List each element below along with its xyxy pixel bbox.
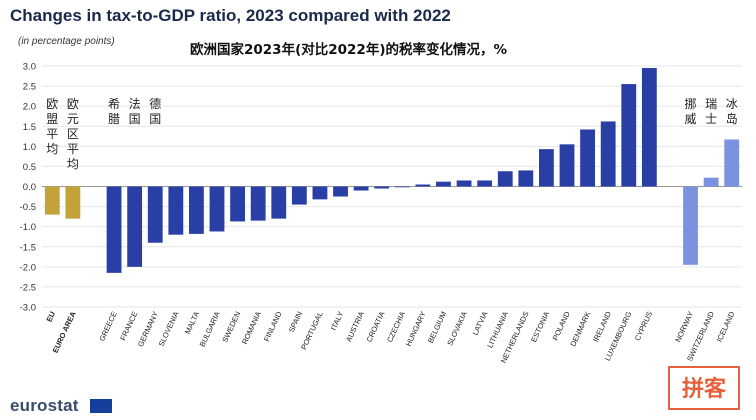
y-tick-label: 1.0 [23, 142, 36, 153]
y-tick-label: 2.0 [23, 102, 36, 113]
bar [600, 121, 616, 187]
x-tick-label: NORWAY [673, 310, 695, 344]
cn-label-germany: 德国 [149, 96, 161, 126]
bar [333, 186, 348, 197]
bar [703, 177, 719, 187]
cn-label-eu: 欧盟平均 [46, 97, 58, 156]
cn-label-iceland: 冰岛 [726, 97, 738, 126]
chart-subtitle: (in percentage points) [18, 36, 115, 47]
y-tick-label: 0.5 [23, 162, 36, 173]
x-tick-label: SWEDEN [220, 310, 242, 344]
x-tick-label: HUNGARY [404, 310, 428, 348]
x-tick-label: FRANCE [118, 310, 139, 342]
x-tick-label: DENMARK [568, 310, 592, 348]
y-tick-label: -1.5 [20, 242, 36, 253]
bar [415, 184, 431, 187]
cn-label-euro-area: 欧元区平均 [67, 97, 79, 171]
bar [353, 186, 369, 191]
x-tick-label: ROMANIA [240, 310, 263, 346]
cn-label-norway: 挪威 [685, 97, 697, 126]
eurostat-logo: eurostat [10, 396, 79, 415]
bar [230, 186, 245, 222]
x-tick-label: SLOVENIA [157, 310, 181, 348]
bar [497, 171, 513, 187]
x-tick-label: EU [45, 310, 58, 323]
bar [580, 129, 595, 187]
chinese-title: 欧洲国家2023年(对比2022年)的税率变化情况，% [190, 42, 508, 58]
bar [168, 186, 184, 235]
x-tick-label: SPAIN [287, 310, 304, 334]
bar [374, 186, 390, 189]
bar [250, 186, 266, 221]
bar [65, 186, 81, 219]
bar [271, 186, 287, 219]
y-tick-label: -0.5 [20, 202, 36, 213]
x-tick-label: BULGARIA [198, 310, 222, 348]
bar [559, 144, 575, 187]
x-tick-label: SLOVAKIA [445, 310, 469, 347]
bar [312, 186, 328, 200]
y-tick-label: 1.5 [23, 122, 36, 133]
y-tick-label: -3.0 [20, 303, 36, 314]
bar [683, 186, 698, 265]
x-tick-label: LATVIA [471, 310, 490, 337]
eu-flag-icon [90, 399, 112, 413]
cn-label-greece: 希腊 [108, 96, 120, 126]
y-tick-label: 3.0 [23, 62, 36, 73]
bar [106, 186, 122, 273]
y-tick-label: -2.0 [20, 262, 36, 273]
bar [127, 186, 143, 267]
y-tick-label: -2.5 [20, 282, 36, 293]
bar [44, 186, 60, 215]
bar [436, 181, 451, 187]
bar [641, 68, 657, 187]
bar [518, 170, 534, 187]
x-tick-label: ICELAND [715, 310, 737, 344]
bar [394, 186, 410, 188]
bar [189, 186, 204, 234]
y-tick-label: -1.0 [20, 222, 36, 233]
chart-title: Changes in tax-to-GDP ratio, 2023 compar… [10, 6, 451, 25]
watermark-stamp: 拼客 [668, 366, 740, 410]
bar [539, 149, 554, 187]
x-tick-label: BELGIUM [426, 310, 448, 344]
x-tick-label: ESTONIA [529, 310, 551, 344]
x-tick-label: CROATIA [365, 310, 387, 344]
bar [291, 186, 307, 205]
x-tick-label: POLAND [551, 310, 572, 342]
bar [724, 139, 740, 187]
x-tick-label: ITALY [329, 310, 345, 332]
bar [456, 180, 472, 187]
x-tick-label: MALTA [183, 310, 201, 335]
bar [147, 186, 163, 243]
bar [209, 186, 225, 232]
x-tick-label: IRELAND [591, 310, 613, 344]
cn-label-france: 法国 [129, 97, 141, 126]
x-tick-label: GREECE [97, 310, 119, 343]
bar [477, 180, 493, 187]
y-tick-label: 0.0 [23, 182, 36, 193]
x-tick-label: CYPRUS [633, 310, 654, 342]
x-tick-label: AUSTRIA [344, 310, 366, 343]
bar [621, 84, 637, 187]
x-tick-label: FINLAND [262, 310, 284, 343]
x-tick-label: CZECHIA [385, 310, 407, 344]
cn-label-switzerland: 瑞士 [705, 97, 717, 126]
y-tick-label: 2.5 [23, 82, 36, 93]
